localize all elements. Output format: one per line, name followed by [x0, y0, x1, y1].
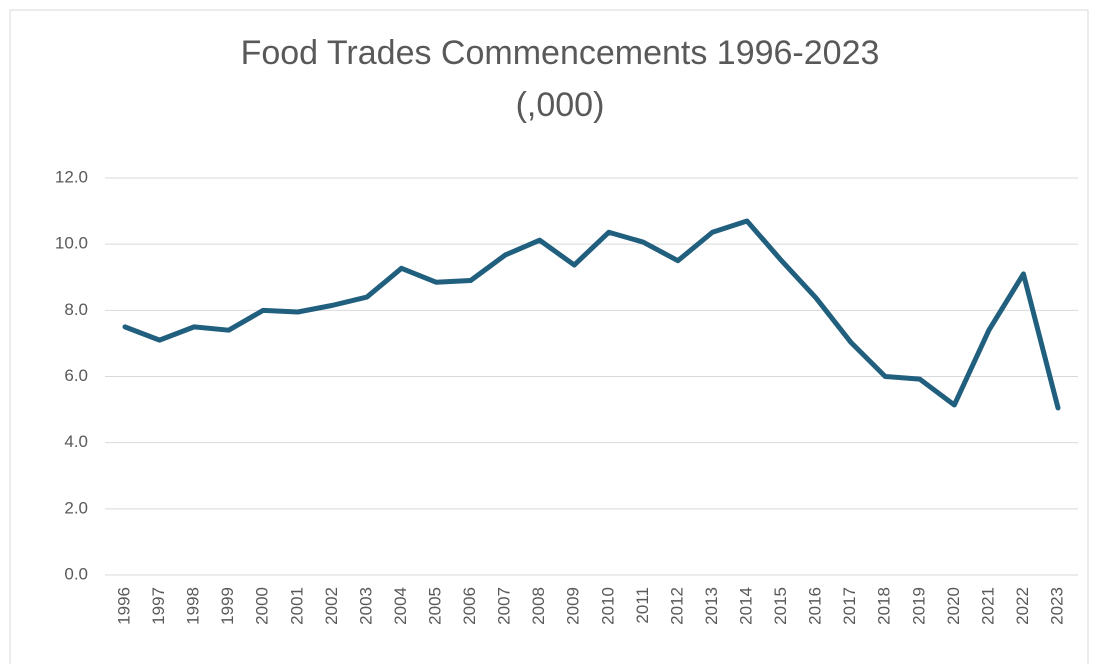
x-tick-label: 2003 — [356, 587, 375, 625]
x-tick-label: 2006 — [460, 587, 479, 625]
x-tick-label: 1998 — [184, 587, 203, 625]
y-tick-label: 6.0 — [64, 366, 88, 385]
x-tick-label: 2007 — [495, 587, 514, 625]
y-tick-label: 10.0 — [55, 234, 88, 253]
x-tick-label: 2001 — [287, 587, 306, 625]
x-tick-label: 2011 — [633, 587, 652, 624]
x-tick-label: 2016 — [806, 587, 825, 625]
y-tick-label: 0.0 — [64, 564, 88, 583]
x-tick-label: 2022 — [1013, 587, 1032, 625]
x-tick-label: 2004 — [391, 587, 410, 625]
chart-frame — [9, 9, 1089, 664]
x-tick-label: 2008 — [529, 587, 548, 625]
x-tick-label: 2015 — [771, 587, 790, 625]
x-tick-label: 1996 — [114, 587, 133, 625]
x-tick-label: 1997 — [149, 587, 168, 625]
line-series — [122, 218, 1061, 411]
x-tick-label: 2017 — [840, 587, 859, 625]
y-tick-label: 4.0 — [64, 432, 88, 451]
x-tick-label: 2000 — [253, 587, 272, 625]
x-tick-label: 2020 — [944, 587, 963, 625]
chart-title: Food Trades Commencements 1996-2023 — [241, 34, 880, 72]
x-tick-label: 1999 — [218, 587, 237, 625]
y-tick-label: 12.0 — [55, 167, 88, 186]
chart-title: (,000) — [516, 86, 605, 124]
x-tick-label: 2013 — [702, 587, 721, 625]
x-tick-label: 2009 — [564, 587, 583, 625]
x-tick-label: 2014 — [736, 587, 755, 625]
x-tick-label: 2012 — [667, 587, 686, 625]
y-tick-label: 2.0 — [64, 498, 88, 517]
x-tick-label: 2002 — [322, 587, 341, 625]
x-tick-label: 2023 — [1047, 587, 1066, 625]
x-tick-label: 2005 — [425, 587, 444, 625]
x-tick-label: 2010 — [598, 587, 617, 625]
x-tick-label: 2018 — [875, 587, 894, 625]
x-tick-label: 2021 — [978, 587, 997, 625]
x-tick-label: 2019 — [909, 587, 928, 625]
y-tick-label: 8.0 — [64, 300, 88, 319]
